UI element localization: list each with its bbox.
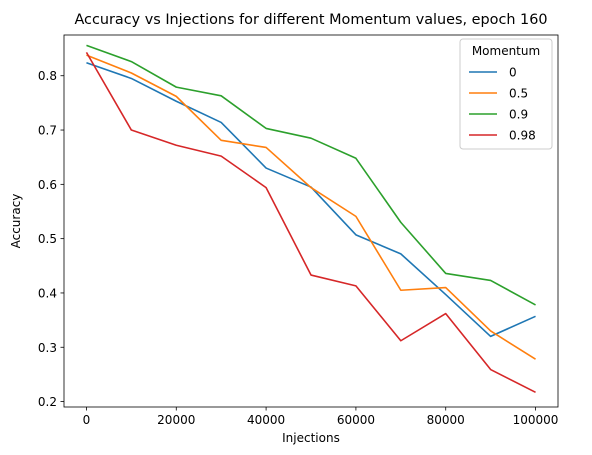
legend-entry-label: 0.9 [509, 108, 528, 122]
legend-entry-label: 0.98 [509, 129, 536, 143]
y-tick-label: 0.6 [38, 178, 57, 192]
y-tick-label: 0.4 [38, 286, 57, 300]
y-tick-label: 0.3 [38, 341, 57, 355]
x-tick-label: 60000 [337, 413, 375, 427]
legend-title: Momentum [472, 44, 540, 58]
y-axis-label: Accuracy [9, 194, 23, 249]
y-tick-label: 0.8 [38, 69, 57, 83]
series-line-2 [86, 44, 536, 306]
x-ticks: 0 20000 40000 60000 80000 100000 [83, 407, 559, 427]
legend: Momentum 0 0.5 0.9 0.98 [459, 38, 553, 150]
y-tick-label: 0.2 [38, 395, 57, 409]
legend-box [459, 38, 553, 150]
y-ticks: 0.2 0.3 0.4 0.5 0.6 0.7 0.8 [38, 69, 64, 409]
x-axis-label: Injections [282, 431, 340, 445]
x-tick-label: 100000 [513, 413, 559, 427]
y-tick-label: 0.7 [38, 124, 57, 138]
x-tick-label: 20000 [157, 413, 195, 427]
series-lines [85, 44, 536, 394]
series-line-3 [85, 51, 536, 394]
series-line-1 [86, 54, 536, 360]
legend-entry-label: 0 [509, 66, 517, 80]
x-tick-label: 40000 [247, 413, 285, 427]
y-tick-label: 0.5 [38, 232, 57, 246]
x-tick-label: 80000 [427, 413, 465, 427]
legend-entry-label: 0.5 [509, 87, 528, 101]
plot-frame [63, 34, 559, 408]
x-tick-label: 0 [83, 413, 91, 427]
chart-title: Accuracy vs Injections for different Mom… [74, 12, 547, 28]
